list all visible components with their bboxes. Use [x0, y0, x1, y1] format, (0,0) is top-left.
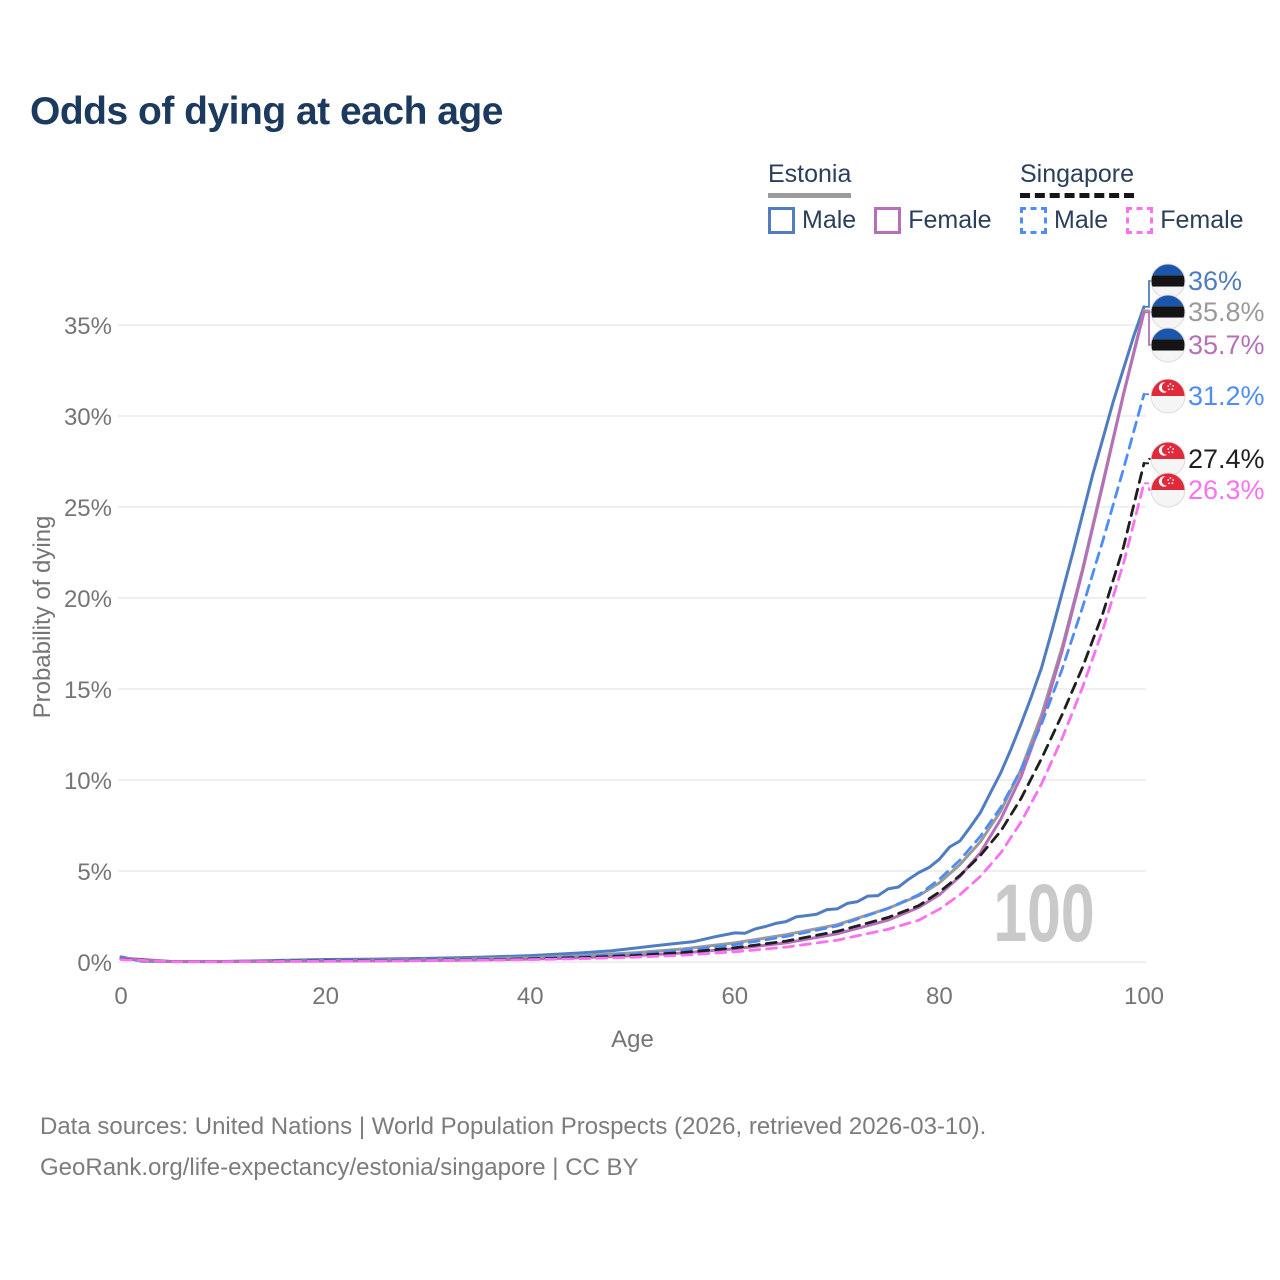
legend-label-estonia-male: Male — [802, 206, 857, 234]
y-tick-label: 25% — [64, 495, 112, 522]
y-axis-title: Probability of dying — [29, 515, 56, 719]
legend-group-singapore: Singapore Male Female — [1020, 160, 1262, 235]
flag-singapore — [1150, 441, 1186, 477]
legend-swatch-singapore-male — [1020, 207, 1047, 234]
legend-title-singapore: Singapore — [1020, 160, 1134, 198]
x-tick-label: 100 — [1124, 983, 1164, 1010]
x-tick-label: 0 — [114, 983, 127, 1010]
x-tick-label: 40 — [517, 983, 544, 1010]
footer: Data sources: United Nations | World Pop… — [40, 1106, 986, 1188]
y-tick-label: 10% — [64, 768, 112, 795]
end-label-connector-singapore-male — [1144, 393, 1152, 397]
flag-singapore — [1150, 378, 1186, 414]
end-label-connector-estonia-female — [1144, 311, 1152, 346]
flag-estonia — [1150, 294, 1186, 330]
end-value-label-estonia-female: 35.7% — [1188, 330, 1265, 360]
y-tick-label: 5% — [77, 859, 112, 886]
y-tick-label: 35% — [64, 313, 112, 340]
legend-item-estonia-male[interactable]: Male — [768, 206, 874, 235]
series-line-estonia-male — [119, 305, 1146, 963]
end-value-label-singapore-female: 26.3% — [1188, 475, 1265, 505]
end-value-label-singapore-male: 31.2% — [1188, 381, 1265, 411]
legend-title-estonia: Estonia — [768, 160, 852, 198]
series-line-singapore-female — [119, 481, 1146, 963]
flag-singapore — [1150, 472, 1186, 508]
y-tick-label: 0% — [77, 950, 112, 977]
flag-estonia — [1150, 327, 1186, 363]
end-label-connector-estonia-male — [1144, 280, 1152, 308]
legend-swatch-estonia-male — [768, 207, 795, 234]
page-title: Odds of dying at each age — [30, 90, 503, 133]
x-tick-label: 80 — [926, 983, 953, 1010]
legend-group-estonia: Estonia Male Female — [768, 160, 1010, 235]
flag-estonia — [1150, 263, 1186, 299]
end-value-label-estonia-both: 35.8% — [1188, 297, 1265, 327]
series-line-singapore-both — [119, 461, 1146, 963]
series-line-singapore-male — [119, 392, 1146, 963]
x-tick-label: 60 — [721, 983, 748, 1010]
end-value-label-estonia-male: 36% — [1188, 266, 1242, 296]
legend-item-singapore-male[interactable]: Male — [1020, 206, 1126, 235]
y-tick-label: 30% — [64, 404, 112, 431]
legend-swatch-singapore-female — [1126, 207, 1154, 234]
y-tick-label: 15% — [64, 677, 112, 704]
age-watermark: 100 — [993, 868, 1095, 959]
x-tick-label: 20 — [312, 983, 339, 1010]
legend-label-estonia-female: Female — [908, 206, 992, 234]
footer-data-sources: Data sources: United Nations | World Pop… — [40, 1113, 987, 1140]
x-axis-title: Age — [611, 1026, 654, 1053]
legend-label-singapore-female: Female — [1160, 206, 1244, 234]
legend-label-singapore-male: Male — [1054, 206, 1109, 234]
footer-attribution: GeoRank.org/life-expectancy/estonia/sing… — [40, 1154, 639, 1181]
legend-item-estonia-female[interactable]: Female — [874, 206, 1009, 235]
legend-item-singapore-female[interactable]: Female — [1126, 206, 1261, 235]
legend-swatch-estonia-female — [874, 207, 902, 234]
end-value-label-singapore-both: 27.4% — [1188, 444, 1265, 474]
y-tick-label: 20% — [64, 586, 112, 613]
